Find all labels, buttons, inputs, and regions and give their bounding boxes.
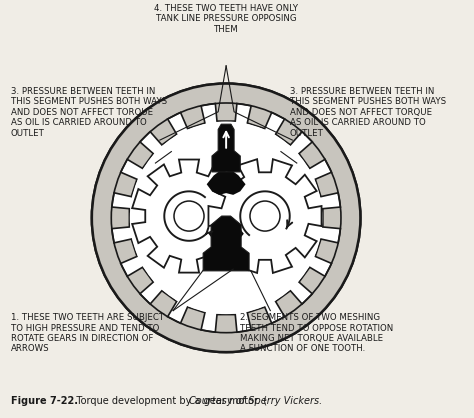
Polygon shape	[209, 223, 244, 246]
Text: 1. THESE TWO TEETH ARE SUBJECT
TO HIGH PRESSURE AND TEND TO
ROTATE GEARS IN DIRE: 1. THESE TWO TEETH ARE SUBJECT TO HIGH P…	[10, 313, 164, 354]
Polygon shape	[212, 124, 240, 172]
Text: 3. PRESSURE BETWEEN TEETH IN
THIS SEGMENT PUSHES BOTH WAYS
AND DOES NOT AFFECT T: 3. PRESSURE BETWEEN TEETH IN THIS SEGMEN…	[290, 87, 446, 138]
Text: Torque development by a gear motor. (: Torque development by a gear motor. (	[67, 396, 267, 406]
Polygon shape	[112, 104, 340, 332]
Circle shape	[92, 84, 360, 352]
Circle shape	[92, 84, 360, 352]
Text: Figure 7-22.: Figure 7-22.	[10, 396, 78, 406]
Polygon shape	[207, 170, 246, 195]
Polygon shape	[209, 159, 321, 273]
Circle shape	[250, 201, 280, 231]
Circle shape	[130, 122, 322, 314]
Text: 3. PRESSURE BETWEEN TEETH IN
THIS SEGMENT PUSHES BOTH WAYS
AND DOES NOT AFFECT T: 3. PRESSURE BETWEEN TEETH IN THIS SEGMEN…	[10, 87, 167, 138]
Text: 4. THESE TWO TEETH HAVE ONLY
TANK LINE PRESSURE OPPOSING
THEM: 4. THESE TWO TEETH HAVE ONLY TANK LINE P…	[154, 4, 298, 34]
Circle shape	[174, 201, 204, 231]
Text: Courtesy of Sperry Vickers.: Courtesy of Sperry Vickers.	[189, 396, 322, 406]
Text: 2. SEGMENTS OF TWO MESHING
TEETH TEND TO OPPOSE ROTATION
MAKING NET TORQUE AVAIL: 2. SEGMENTS OF TWO MESHING TEETH TEND TO…	[240, 313, 393, 354]
Polygon shape	[132, 160, 246, 273]
Polygon shape	[203, 216, 249, 271]
